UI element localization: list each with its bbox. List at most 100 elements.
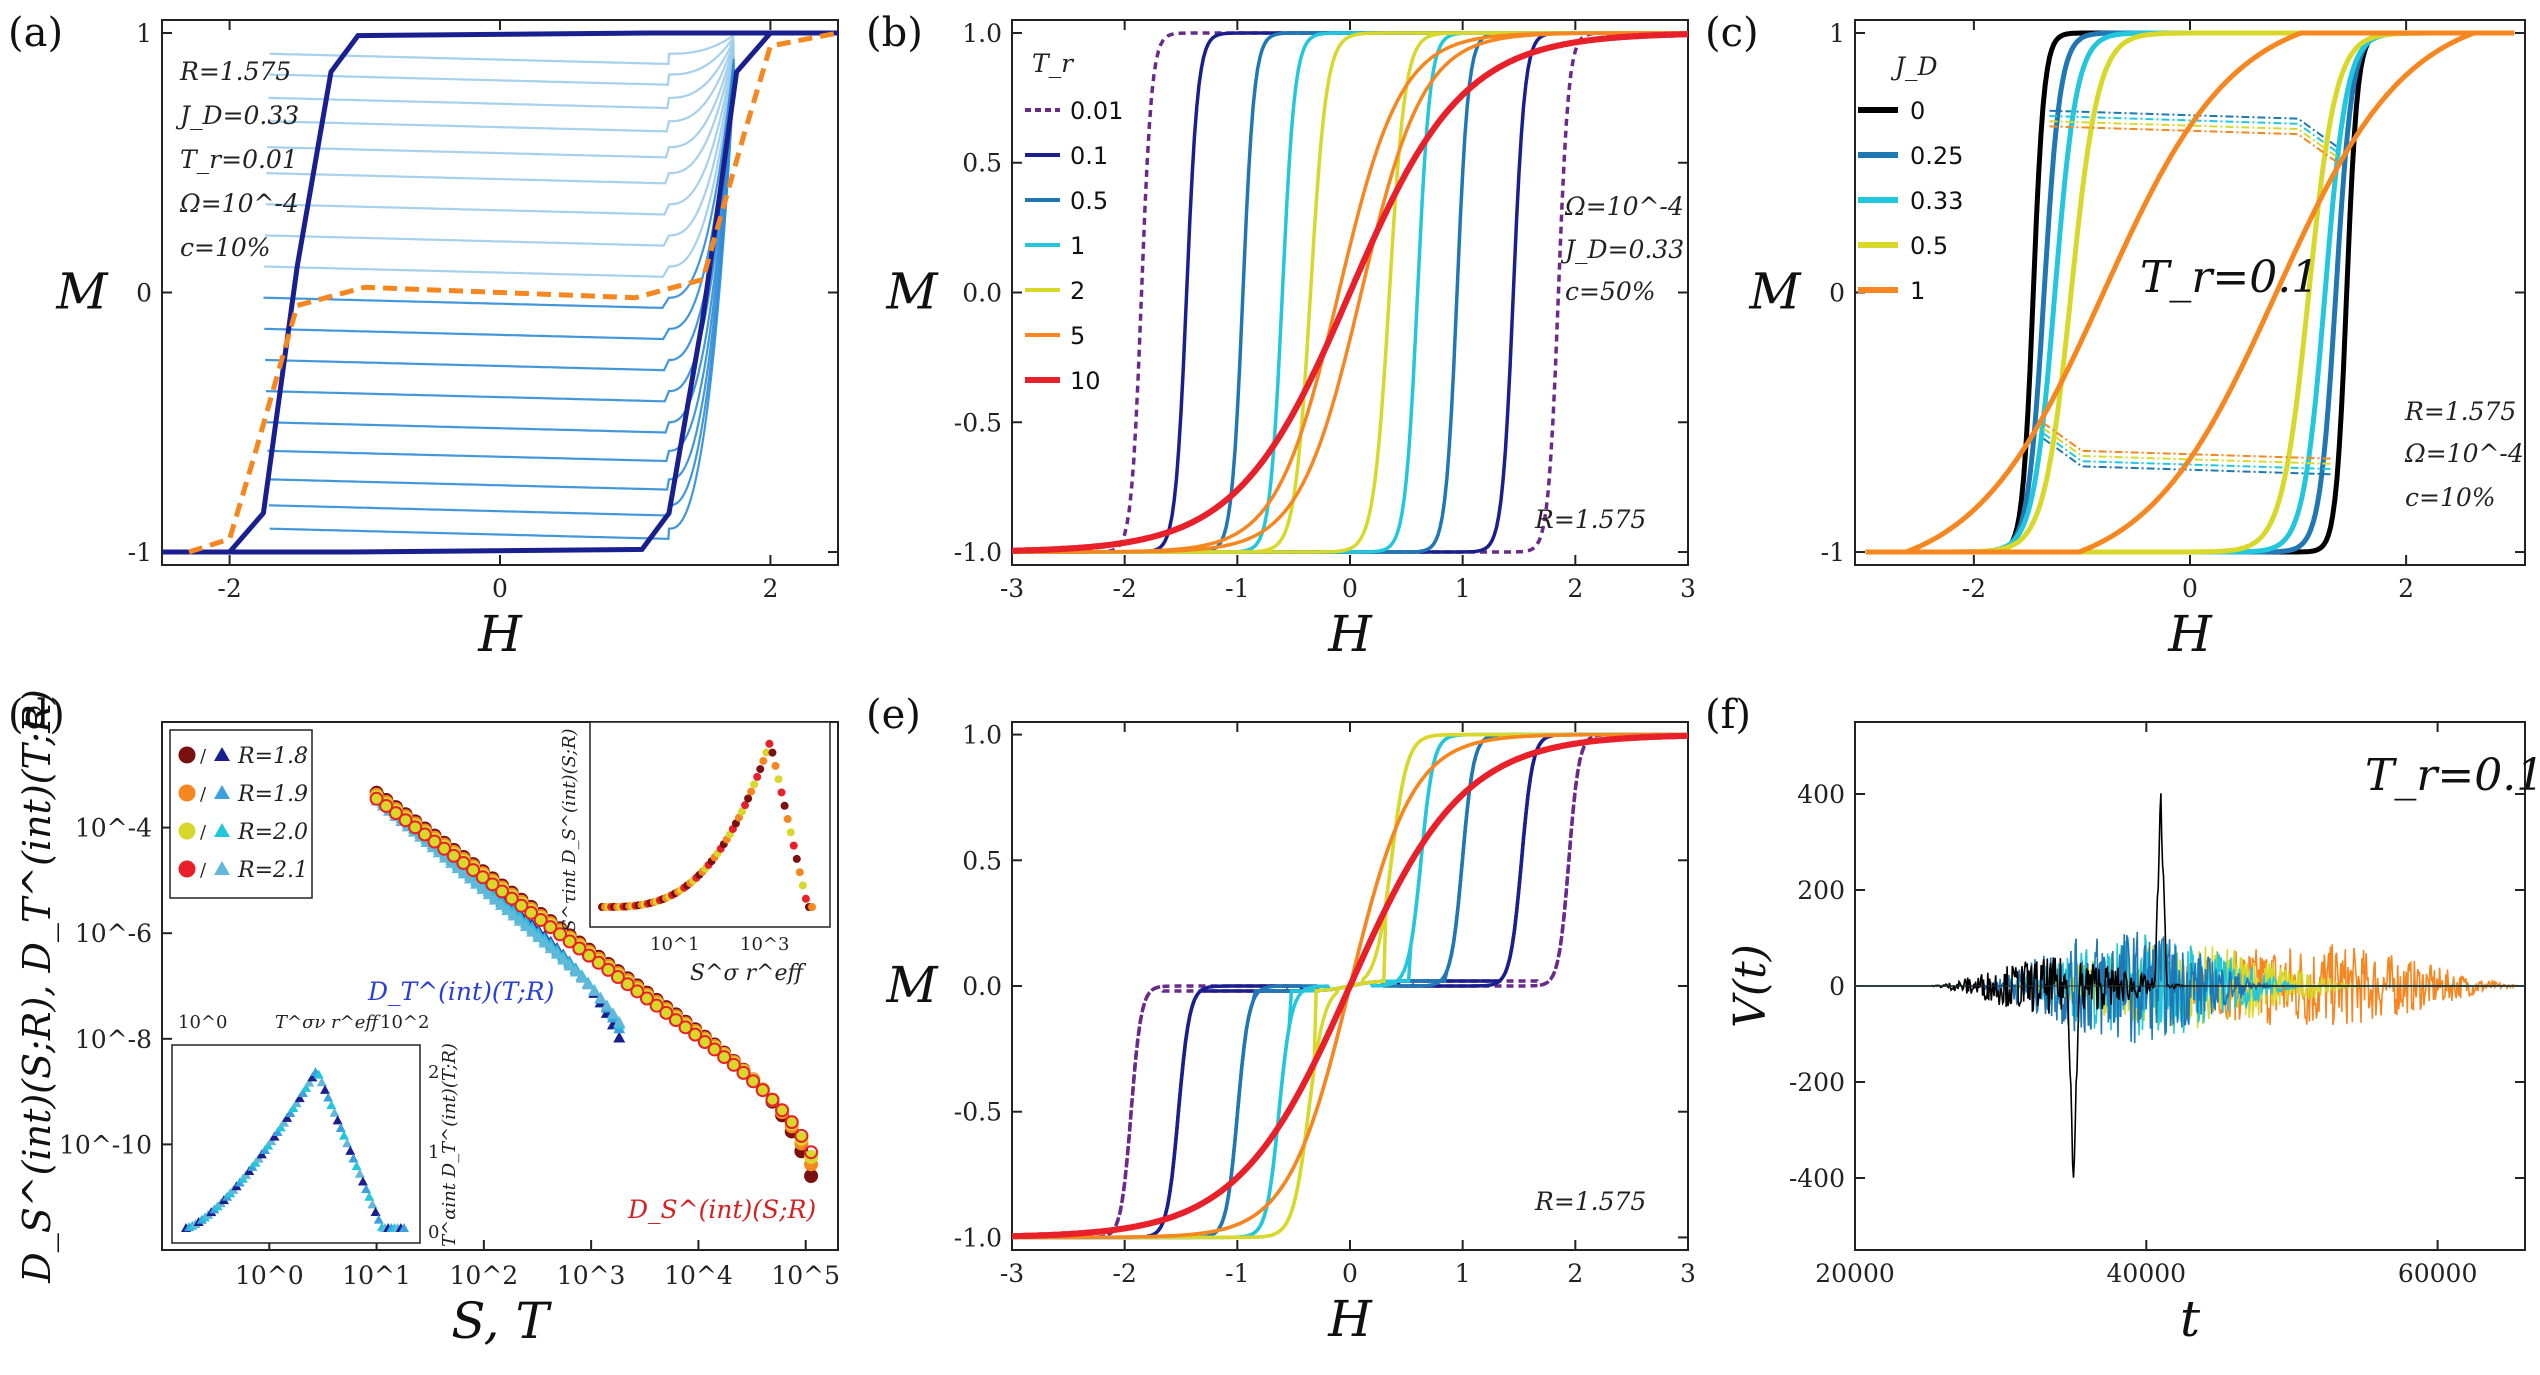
inset2-point — [329, 1107, 340, 1117]
inset2-point — [357, 1176, 368, 1186]
loop-down-10 — [1014, 732, 1689, 1240]
subloop-1 — [2038, 418, 2331, 460]
inset1-xlabel: S^σ r^eff — [690, 961, 806, 986]
inset2-point — [354, 1168, 365, 1178]
inset2-point — [326, 1100, 337, 1110]
legend-sep: / — [200, 822, 207, 843]
annotation: Ω=10^-4 — [179, 189, 299, 218]
inset1-point — [756, 765, 765, 774]
x-tick-label: 10^4 — [664, 1261, 733, 1290]
inset1-point — [774, 775, 783, 784]
inset2-xtick: 10^0 — [178, 1012, 227, 1033]
x-axis-label: H — [477, 605, 523, 663]
circle-point — [485, 877, 500, 892]
legend-sep: / — [200, 860, 207, 881]
y-axis-label: M — [55, 263, 109, 321]
inset1-point — [801, 894, 810, 903]
annotation: c=10% — [180, 233, 271, 262]
circle-point — [707, 1042, 722, 1057]
loop-down-5 — [1012, 31, 1688, 554]
circle-point — [639, 991, 654, 1006]
x-tick-label: 0 — [1342, 1259, 1358, 1288]
y-tick-label: -400 — [1789, 1164, 1845, 1193]
panel-f: 20000 40000 60000 -400 -200 0 200 400 t V(t) T_r=0… — [1725, 721, 2540, 1348]
annotation: Ω=10^-4 — [2404, 439, 2524, 468]
triangle-point — [488, 893, 501, 905]
circle-point — [659, 1005, 674, 1020]
inset2-point — [370, 1206, 381, 1216]
subloop-line — [263, 58, 735, 310]
circle-point — [755, 1083, 770, 1098]
circle-point — [466, 863, 481, 878]
circle-point — [591, 955, 606, 970]
triangle-point — [600, 999, 613, 1011]
inset2-point — [338, 1130, 349, 1140]
y-tick-label: -1.0 — [954, 538, 1002, 567]
legend-label: 0 — [1910, 97, 1925, 125]
circle-point — [553, 927, 568, 942]
y-tick-label: 0 — [1829, 279, 1845, 308]
x-tick-label: 3 — [1680, 1259, 1696, 1288]
inset2-ytick: 1 — [428, 1142, 439, 1163]
triangle-point — [445, 856, 458, 868]
inset2-point — [373, 1214, 384, 1224]
legend-circle — [178, 860, 196, 878]
panel-label-e: (e) — [866, 692, 921, 738]
loop-down-1 — [1868, 30, 2515, 555]
triangle-point — [575, 971, 588, 983]
panel-e: -3 -2 -1 0 1 2 3 -1.0 -0.5 0.0 0.5 1.0 H M R=1.575 — [885, 721, 1696, 1348]
loop-down-0.01 — [1014, 732, 1688, 1240]
x-tick-label: 10^2 — [450, 1261, 519, 1290]
y-tick-label: -0.5 — [954, 1098, 1002, 1127]
y-tick-label: 1 — [1829, 19, 1845, 48]
legend-triangle — [214, 823, 230, 837]
legend-label: 0.01 — [1070, 97, 1123, 125]
circle-point — [581, 948, 596, 963]
y-tick-label: 200 — [1797, 876, 1845, 905]
inset1-point — [741, 801, 750, 810]
inset2-point — [278, 1117, 289, 1127]
annotation: R=1.575 — [2404, 397, 2516, 426]
annotation: T_r=0.01 — [180, 145, 298, 174]
subloop-line — [267, 41, 735, 133]
triangle-point — [457, 867, 470, 879]
circle-point — [668, 1013, 683, 1028]
triangle-point — [501, 904, 514, 916]
y-axis-label: M — [885, 956, 939, 1014]
inset1-point — [747, 787, 756, 796]
inset2-point — [335, 1123, 346, 1133]
subloop-line — [264, 55, 735, 278]
inset1-point — [780, 801, 789, 810]
x-tick-label: 10^0 — [235, 1261, 304, 1290]
legend-label: R=1.9 — [237, 782, 308, 807]
triangle-point — [532, 931, 545, 943]
circle-point — [620, 977, 635, 992]
inset1-point — [738, 807, 746, 816]
legend-triangle — [214, 747, 230, 761]
inset1-point — [808, 903, 816, 911]
inset1-point — [789, 841, 798, 850]
inset1-point — [798, 881, 807, 890]
legend-label: 1 — [1910, 277, 1925, 305]
y-tick-label: -1.0 — [954, 1223, 1002, 1252]
subloop-line — [264, 61, 735, 341]
circle-point — [775, 1103, 790, 1118]
x-tick-label: 40000 — [2107, 1259, 2187, 1288]
y-tick-label: 0 — [1829, 972, 1845, 1001]
circle-point — [562, 934, 577, 949]
circle-point — [533, 912, 548, 927]
inset1-frame — [589, 721, 831, 928]
subloop-line — [267, 43, 735, 159]
inset2-point — [288, 1103, 299, 1113]
legend-circle — [178, 784, 196, 802]
inset1-point — [750, 780, 759, 789]
triangle-point — [482, 888, 495, 900]
circle-point — [427, 834, 442, 849]
circle-point — [543, 920, 558, 935]
legend-label: R=2.1 — [237, 858, 308, 883]
triangle-point — [463, 872, 476, 884]
y-tick-label: 1.0 — [962, 721, 1002, 750]
inset1-xtick: 10^3 — [740, 934, 789, 955]
triangle-point — [538, 936, 551, 948]
circle-point — [504, 891, 519, 906]
